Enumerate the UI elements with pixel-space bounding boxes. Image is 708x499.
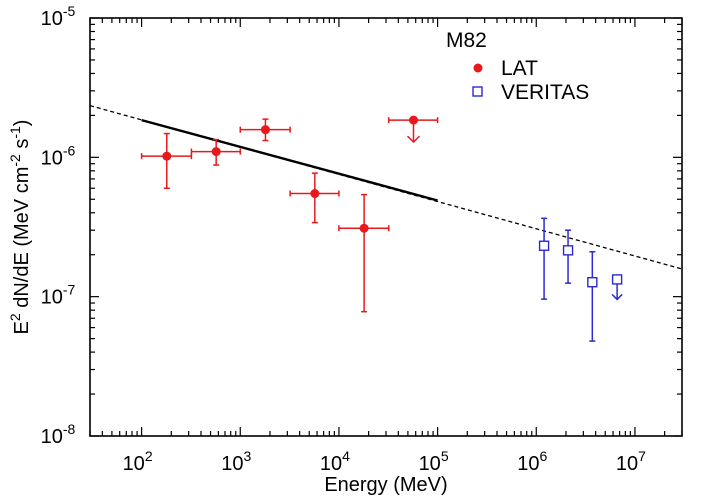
veritas-upper-limit-arrow-head xyxy=(611,293,623,301)
veritas-point xyxy=(538,240,550,251)
x-tick-label: 105 xyxy=(419,448,449,475)
y-tick-label: 10-7 xyxy=(41,282,76,309)
legend-title: M82 xyxy=(446,29,487,52)
legend-label-veritas: VERITAS xyxy=(501,81,589,104)
lat-upper-limit-point xyxy=(409,115,419,125)
legend-marker-veritas xyxy=(472,86,483,97)
x-axis-label: Energy (MeV) xyxy=(324,474,447,496)
lat-point xyxy=(310,189,320,199)
x-tick-label: 104 xyxy=(320,448,350,475)
y-tick-label: 10-8 xyxy=(41,421,76,448)
veritas-upper-limit-point xyxy=(611,274,623,285)
axis-ticks: 102 103 104 105 106 107 10-8 10-7 10-6 10-5 xyxy=(41,3,683,475)
y-axis-label: E2 dN/dE (MeV cm-2 s-1) xyxy=(7,120,33,335)
data-layer xyxy=(140,115,623,342)
y-tick-label: 10-6 xyxy=(41,142,76,169)
lat-upper-limit-arrow-head xyxy=(406,135,421,144)
lat-point xyxy=(260,125,270,135)
veritas-point xyxy=(587,277,598,288)
x-tick-label: 102 xyxy=(123,448,153,475)
lat-point xyxy=(211,147,221,157)
x-tick-label: 103 xyxy=(221,448,251,475)
x-tick-label: 106 xyxy=(517,448,547,475)
veritas-point xyxy=(562,245,574,256)
legend-label-lat: LAT xyxy=(501,57,538,80)
fit-lines xyxy=(89,105,683,270)
plot-frame xyxy=(89,17,683,437)
legend: M82 LAT VERITAS xyxy=(446,29,589,104)
legend-marker-lat xyxy=(473,63,483,73)
lat-point xyxy=(162,151,172,161)
x-tick-label: 107 xyxy=(616,448,646,475)
lat-point xyxy=(359,223,369,233)
y-tick-label: 10-5 xyxy=(41,3,76,30)
fit-line-extrapolated xyxy=(89,105,683,270)
